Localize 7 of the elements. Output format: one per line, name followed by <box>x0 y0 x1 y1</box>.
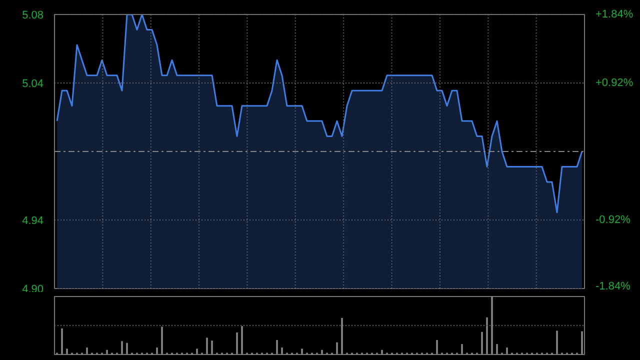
y2-tick-label: +0.92% <box>596 77 634 89</box>
y-tick-label: 4.94 <box>22 215 44 227</box>
y2-tick-label: -0.92% <box>596 214 631 226</box>
y2-tick-label: -1.84% <box>596 280 631 292</box>
y-tick-label: 5.04 <box>22 78 44 90</box>
y2-tick-label: +1.84% <box>596 8 634 20</box>
y-tick-label: 5.08 <box>22 10 44 22</box>
